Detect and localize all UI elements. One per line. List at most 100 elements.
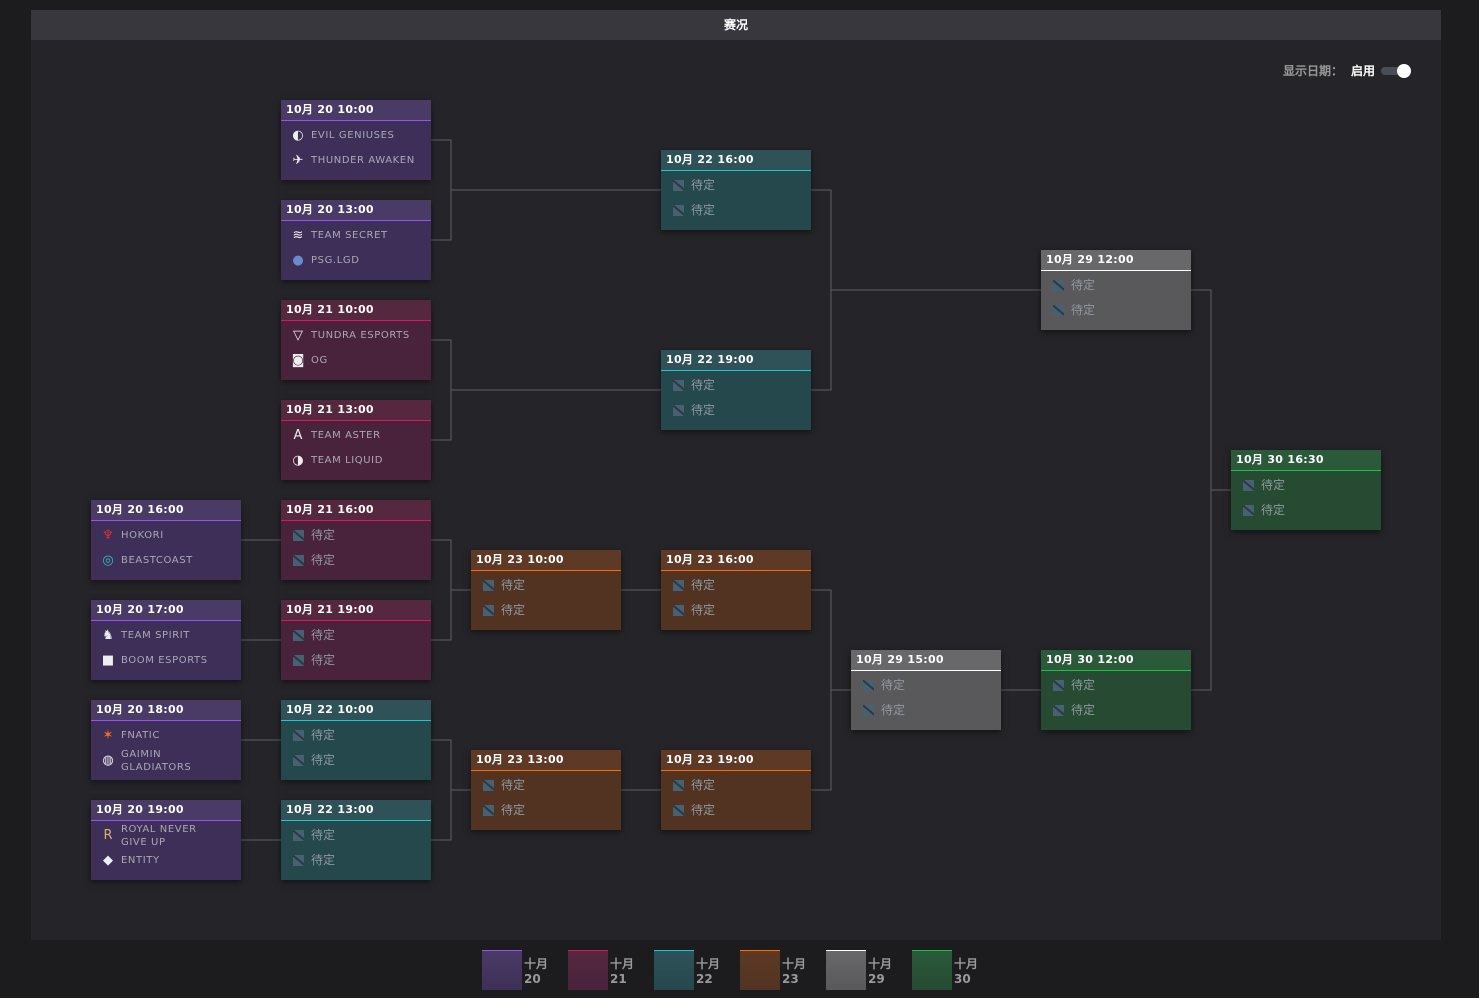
match-card-ub-final[interactable]: 10月 29 12:00 待定 待定: [1041, 250, 1191, 330]
team-row[interactable]: ▽ TUNDRA ESPORTS: [281, 323, 431, 348]
match-card-lb-r2-2[interactable]: 10月 21 19:00 待定 待定: [281, 600, 431, 680]
match-card-lb-r2-3[interactable]: 10月 22 10:00 待定 待定: [281, 700, 431, 780]
team-row[interactable]: ◎ BEASTCOAST: [91, 548, 241, 573]
team-name: 待定: [691, 803, 716, 817]
team-row[interactable]: 待定: [661, 773, 811, 798]
team-name: GAIMIN GLADIATORS: [121, 748, 192, 773]
legend-swatch: [482, 950, 522, 990]
team-row[interactable]: ◍ GAIMIN GLADIATORS: [91, 748, 241, 773]
match-card-lb-r2-4[interactable]: 10月 22 13:00 待定 待定: [281, 800, 431, 880]
match-card-lb-r3-2[interactable]: 10月 23 13:00 待定 待定: [471, 750, 621, 830]
match-card-ub-r1-3[interactable]: 10月 21 10:00 ▽ TUNDRA ESPORTS ◙ OG: [281, 300, 431, 380]
team-row[interactable]: ✶ FNATIC: [91, 723, 241, 748]
team-row[interactable]: 待定: [281, 723, 431, 748]
toggle-knob[interactable]: [1397, 63, 1411, 78]
team-row[interactable]: 待定: [661, 373, 811, 398]
match-card-lb-r1-1[interactable]: 10月 20 16:00 ♆ HOKORI ◎ BEASTCOAST: [91, 500, 241, 580]
team-row[interactable]: ◆ ENTITY: [91, 848, 241, 873]
match-card-lb-r4-1[interactable]: 10月 23 16:00 待定 待定: [661, 550, 811, 630]
match-card-grand-final[interactable]: 10月 30 16:30 待定 待定: [1231, 450, 1381, 530]
match-date: 10月 20 17:00: [91, 600, 241, 621]
team-row[interactable]: 待定: [661, 798, 811, 823]
team-row[interactable]: ◑ TEAM LIQUID: [281, 448, 431, 473]
match-card-ub-r2-1[interactable]: 10月 22 16:00 待定 待定: [661, 150, 811, 230]
team-row[interactable]: ≋ TEAM SECRET: [281, 223, 431, 248]
team-row[interactable]: ♞ TEAM SPIRIT: [91, 623, 241, 648]
team-row[interactable]: 待定: [661, 173, 811, 198]
match-date: 10月 22 16:00: [661, 150, 811, 171]
legend-item: 十月 29: [826, 950, 912, 990]
beastcoast-logo-icon: ◎: [102, 553, 114, 568]
team-row[interactable]: 待定: [1041, 298, 1191, 323]
team-row[interactable]: ✈ THUNDER AWAKEN: [281, 148, 431, 173]
team-name: 待定: [881, 703, 906, 717]
legend-label: 十月 22: [696, 956, 721, 986]
match-card-ub-r1-2[interactable]: 10月 20 13:00 ≋ TEAM SECRET ● PSG.LGD: [281, 200, 431, 280]
team-row[interactable]: ◙ OG: [281, 348, 431, 373]
legend-item: 十月 20: [482, 950, 568, 990]
team-row[interactable]: 待定: [661, 198, 811, 223]
team-row[interactable]: 待定: [1231, 498, 1381, 523]
team-row[interactable]: 待定: [851, 673, 1001, 698]
team-name: 待定: [311, 553, 336, 567]
team-row[interactable]: ■ BOOM ESPORTS: [91, 648, 241, 673]
match-date: 10月 23 19:00: [661, 750, 811, 771]
team-row[interactable]: 待定: [471, 598, 621, 623]
tundra-logo-icon: ▽: [293, 328, 303, 343]
team-row[interactable]: 待定: [281, 823, 431, 848]
team-name: TEAM SPIRIT: [121, 630, 191, 641]
match-card-ub-r1-4[interactable]: 10月 21 13:00 A TEAM ASTER ◑ TEAM LIQUID: [281, 400, 431, 480]
team-row[interactable]: 待定: [281, 848, 431, 873]
tbd-icon: [672, 580, 684, 591]
match-card-lb-r4-2[interactable]: 10月 23 19:00 待定 待定: [661, 750, 811, 830]
team-row[interactable]: 待定: [471, 573, 621, 598]
team-name: TEAM SECRET: [311, 230, 388, 241]
team-row[interactable]: ◐ EVIL GENIUSES: [281, 123, 431, 148]
team-row[interactable]: 待定: [661, 573, 811, 598]
team-spirit-logo-icon: ♞: [102, 628, 114, 643]
team-name: 待定: [881, 678, 906, 692]
thunder-awaken-logo-icon: ✈: [292, 153, 304, 168]
match-card-lb-r1-2[interactable]: 10月 20 17:00 ♞ TEAM SPIRIT ■ BOOM ESPORTS: [91, 600, 241, 680]
team-row[interactable]: 待定: [281, 623, 431, 648]
match-card-lb-r1-3[interactable]: 10月 20 18:00 ✶ FNATIC ◍ GAIMIN GLADIATORS: [91, 700, 241, 780]
team-row[interactable]: 待定: [281, 548, 431, 573]
team-row[interactable]: 待定: [851, 698, 1001, 723]
match-card-lb-r5[interactable]: 10月 29 15:00 待定 待定: [851, 650, 1001, 730]
match-date: 10月 23 13:00: [471, 750, 621, 771]
team-name: TEAM LIQUID: [311, 455, 384, 466]
match-card-lb-r3-1[interactable]: 10月 23 10:00 待定 待定: [471, 550, 621, 630]
team-name: 待定: [501, 603, 526, 617]
team-row[interactable]: 待定: [281, 648, 431, 673]
tbd-icon: [292, 855, 304, 866]
team-row[interactable]: A TEAM ASTER: [281, 423, 431, 448]
match-card-lb-r2-1[interactable]: 10月 21 16:00 待定 待定: [281, 500, 431, 580]
team-row[interactable]: 待定: [661, 598, 811, 623]
team-row[interactable]: 待定: [1041, 698, 1191, 723]
team-row[interactable]: 待定: [471, 773, 621, 798]
team-row[interactable]: 待定: [471, 798, 621, 823]
date-legend: 十月 20 十月 21 十月 22 十月 23 十月 29 十月 30: [482, 950, 998, 990]
match-card-ub-r2-2[interactable]: 10月 22 19:00 待定 待定: [661, 350, 811, 430]
team-row[interactable]: 待定: [1231, 473, 1381, 498]
entity-logo-icon: ◆: [103, 853, 113, 868]
team-row[interactable]: 待定: [1041, 673, 1191, 698]
team-name: 待定: [691, 603, 716, 617]
match-card-ub-r1-1[interactable]: 10月 20 10:00 ◐ EVIL GENIUSES ✈ THUNDER AWAKE…: [281, 100, 431, 180]
team-name: 待定: [691, 203, 716, 217]
team-row[interactable]: ♆ HOKORI: [91, 523, 241, 548]
hokori-logo-icon: ♆: [102, 528, 114, 543]
team-row[interactable]: 待定: [1041, 273, 1191, 298]
team-name: 待定: [501, 578, 526, 592]
match-card-lb-r1-4[interactable]: 10月 20 19:00 R ROYAL NEVER GIVE UP ◆ ENTITY: [91, 800, 241, 880]
team-row[interactable]: 待定: [281, 748, 431, 773]
team-row[interactable]: R ROYAL NEVER GIVE UP: [91, 823, 241, 848]
show-date-toggle[interactable]: [1381, 63, 1411, 78]
team-row[interactable]: ● PSG.LGD: [281, 248, 431, 273]
team-row[interactable]: 待定: [661, 398, 811, 423]
tbd-icon: [672, 180, 684, 191]
match-date: 10月 21 10:00: [281, 300, 431, 321]
team-row[interactable]: 待定: [281, 523, 431, 548]
match-card-lb-final[interactable]: 10月 30 12:00 待定 待定: [1041, 650, 1191, 730]
